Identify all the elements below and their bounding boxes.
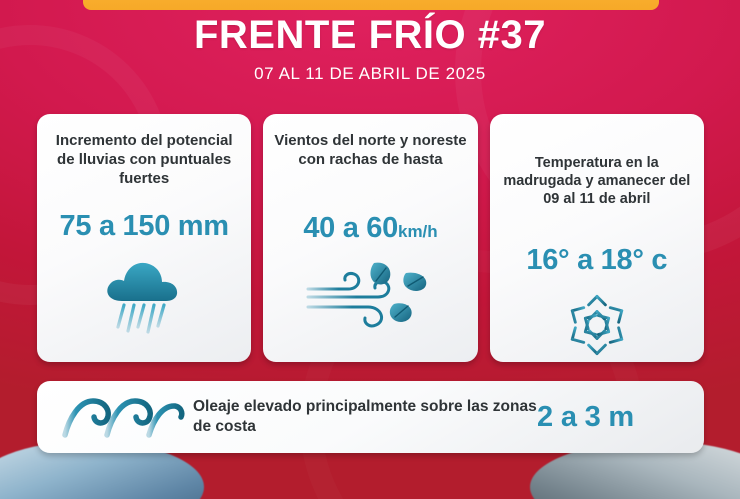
- forecast-card-row: Incremento del potencial de lluvias con …: [37, 114, 704, 364]
- top-orange-tab: [83, 0, 659, 10]
- card-rain-value: 75 a 150 mm: [59, 210, 230, 243]
- card-wind-heading: Vientos del norte y noreste con rachas d…: [274, 132, 467, 168]
- card-wind: Vientos del norte y noreste con rachas d…: [263, 114, 478, 362]
- card-wind-number: 40 a 60: [303, 211, 398, 244]
- snowflake-icon: [555, 283, 639, 367]
- wind-leaves-icon: [300, 259, 440, 331]
- card-wind-value: 40 a 60km/h: [303, 212, 437, 245]
- coastal-waves-bar: Oleaje elevado principalmente sobre las …: [37, 381, 704, 453]
- card-temperature-heading: Temperatura en la madrugada y amanecer d…: [503, 155, 691, 208]
- card-rain: Incremento del potencial de lluvias con …: [37, 114, 252, 362]
- card-wind-unit: km/h: [397, 221, 438, 241]
- header: FRENTE FRÍO #37 07 AL 11 DE ABRIL DE 202…: [0, 14, 740, 84]
- page-title: FRENTE FRÍO #37: [193, 13, 546, 57]
- card-temperature-value: 16° a 18° c: [526, 244, 668, 277]
- coastal-waves-text: Oleaje elevado principalmente sobre las …: [193, 397, 537, 435]
- waves-icon: [59, 389, 187, 445]
- card-temperature: Temperatura en la madrugada y amanecer d…: [489, 114, 704, 364]
- date-range-subtitle: 07 AL 11 DE ABRIL DE 2025: [254, 64, 486, 83]
- rain-cloud-icon: [96, 253, 192, 337]
- card-rain-heading: Incremento del potencial de lluvias con …: [55, 132, 233, 187]
- coastal-waves-value: 2 a 3 m: [537, 400, 634, 433]
